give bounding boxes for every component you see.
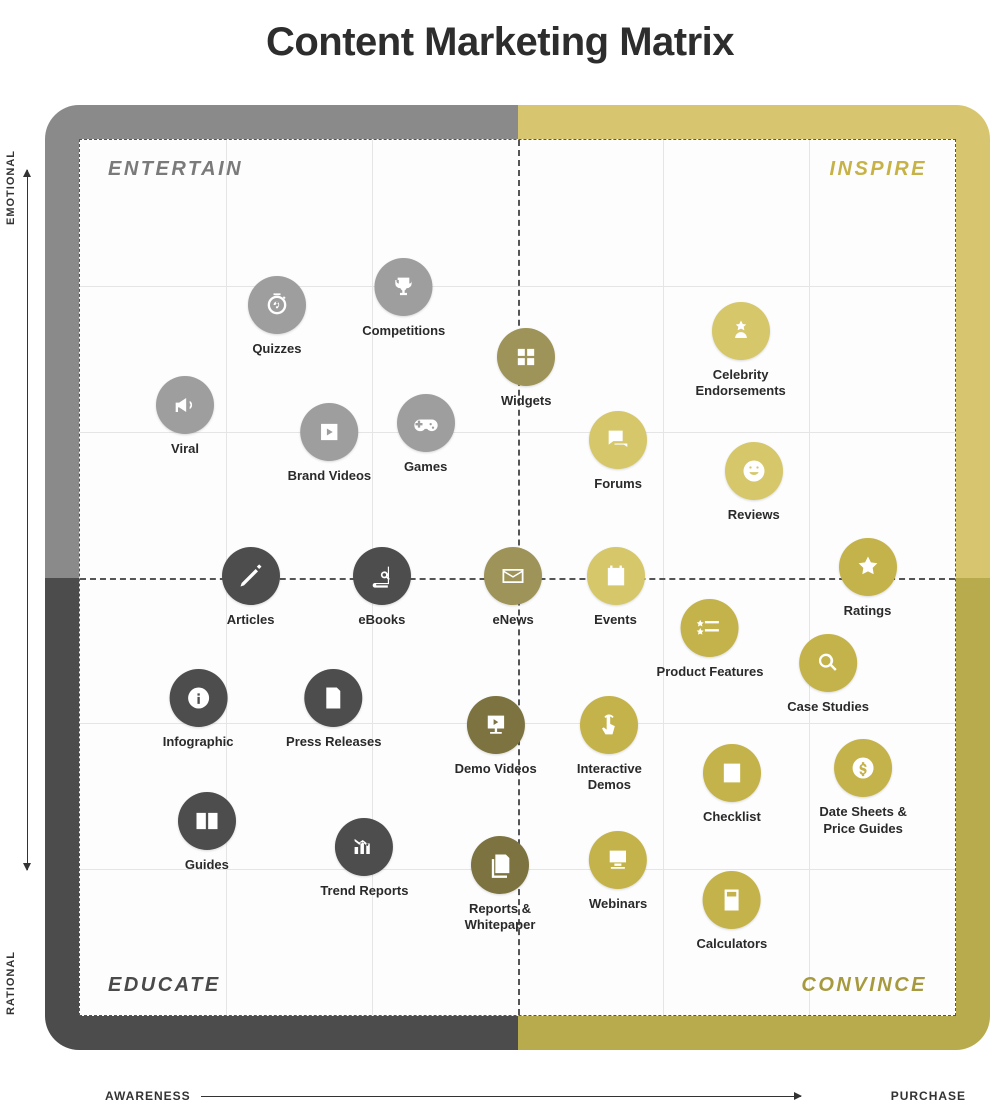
node-reviews: Reviews [725, 442, 783, 523]
megaphone-icon [156, 376, 214, 434]
node-articles: Articles [222, 547, 280, 628]
node-celebrity: Celebrity Endorsements [686, 302, 796, 400]
node-interactive-demos: Interactive Demos [554, 696, 664, 794]
magnify-icon [799, 634, 857, 692]
node-events: Events [587, 547, 645, 628]
node-label: Trend Reports [320, 883, 408, 899]
y-axis-label-bottom: RATIONAL [5, 951, 17, 1015]
node-label: Games [404, 459, 447, 475]
star-icon [839, 538, 897, 596]
x-axis-label-left: AWARENESS [105, 1089, 191, 1103]
node-competitions: Competitions [362, 258, 445, 339]
node-label: Ratings [844, 603, 892, 619]
x-axis-arrow [201, 1096, 801, 1097]
pen-icon [222, 547, 280, 605]
node-infographic: Infographic [163, 669, 234, 750]
node-case-studies: Case Studies [787, 634, 869, 715]
node-label: Demo Videos [455, 761, 537, 777]
info-icon [169, 669, 227, 727]
node-label: Checklist [703, 809, 761, 825]
quadrant-label-educate: EDUCATE [108, 974, 221, 997]
calculator-icon [703, 871, 761, 929]
matrix-inner: ENTERTAIN INSPIRE EDUCATE CONVINCE Quizz… [79, 139, 956, 1016]
node-checklist: Checklist [703, 744, 761, 825]
node-enews: eNews [484, 547, 542, 628]
node-label: Brand Videos [288, 468, 372, 484]
node-forums: Forums [589, 411, 647, 492]
node-label: eNews [493, 612, 534, 628]
node-games: Games [397, 394, 455, 475]
node-label: Reports & Whitepaper [445, 901, 555, 934]
node-label: Product Features [657, 664, 764, 680]
doc-lines-icon [305, 669, 363, 727]
node-label: Viral [171, 441, 199, 457]
node-webinars: Webinars [589, 831, 647, 912]
calendar-check-icon [587, 547, 645, 605]
gamepad-icon [397, 394, 455, 452]
star-person-icon [712, 302, 770, 360]
node-label: Reviews [728, 507, 780, 523]
node-label: Infographic [163, 734, 234, 750]
list-stars-icon [681, 599, 739, 657]
node-demo-videos: Demo Videos [455, 696, 537, 777]
y-axis-label-top: EMOTIONAL [5, 150, 17, 225]
node-press: Press Releases [286, 669, 381, 750]
node-label: Forums [594, 476, 642, 492]
trophy-icon [375, 258, 433, 316]
book-search-icon [353, 547, 411, 605]
node-label: Events [594, 612, 637, 628]
node-label: eBooks [358, 612, 405, 628]
checklist-icon [703, 744, 761, 802]
node-product-features: Product Features [657, 599, 764, 680]
node-brand-videos: Brand Videos [288, 403, 372, 484]
node-viral: Viral [156, 376, 214, 457]
play-sq-icon [300, 403, 358, 461]
node-label: Competitions [362, 323, 445, 339]
node-label: Widgets [501, 393, 551, 409]
easel-play-icon [467, 696, 525, 754]
node-widgets: Widgets [497, 328, 555, 409]
papers-icon [471, 836, 529, 894]
quadrant-label-convince: CONVINCE [801, 974, 927, 997]
node-label: Case Studies [787, 699, 869, 715]
node-quizzes: Quizzes [248, 276, 306, 357]
node-label: Calculators [696, 936, 767, 952]
bar-chart-up-icon [335, 818, 393, 876]
grid4-icon [497, 328, 555, 386]
node-datesheets: Date Sheets & Price Guides [817, 739, 909, 837]
book-open-icon [178, 792, 236, 850]
node-label: Interactive Demos [554, 761, 664, 794]
x-axis-label-right: PURCHASE [891, 1089, 966, 1103]
stopwatch-q-icon [248, 276, 306, 334]
x-axis: AWARENESS PURCHASE [105, 1089, 966, 1103]
node-label: Webinars [589, 896, 647, 912]
node-trend-reports: Trend Reports [320, 818, 408, 899]
node-label: Date Sheets & Price Guides [817, 804, 909, 837]
node-label: Celebrity Endorsements [686, 367, 796, 400]
node-label: Quizzes [252, 341, 301, 357]
dollar-icon [834, 739, 892, 797]
node-label: Press Releases [286, 734, 381, 750]
node-reports: Reports & Whitepaper [445, 836, 555, 934]
tap-icon [580, 696, 638, 754]
node-label: Guides [185, 857, 229, 873]
node-label: Articles [227, 612, 275, 628]
envelope-icon [484, 547, 542, 605]
chat-icon [589, 411, 647, 469]
people-screen-icon [589, 831, 647, 889]
node-calculators: Calculators [696, 871, 767, 952]
node-guides: Guides [178, 792, 236, 873]
quadrant-label-inspire: INSPIRE [829, 158, 927, 181]
quadrant-label-entertain: ENTERTAIN [108, 158, 243, 181]
node-ratings: Ratings [839, 538, 897, 619]
matrix-frame: ENTERTAIN INSPIRE EDUCATE CONVINCE Quizz… [45, 105, 990, 1050]
node-ebooks: eBooks [353, 547, 411, 628]
smile-icon [725, 442, 783, 500]
page-title: Content Marketing Matrix [0, 0, 1000, 65]
